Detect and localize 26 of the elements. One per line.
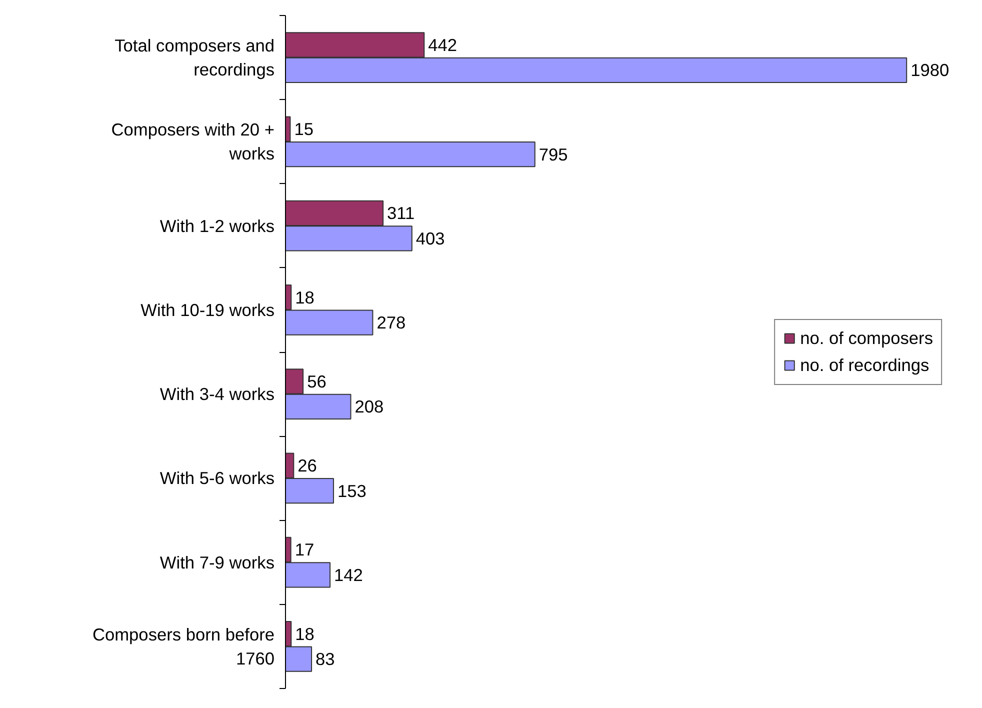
- data-label: 26: [298, 456, 317, 476]
- legend-label: no. of composers: [800, 328, 933, 348]
- data-label: 17: [294, 540, 314, 560]
- y-tick-label: Composers born before 1760: [92, 624, 275, 668]
- y-tick-label: With 3-4 works: [160, 384, 275, 404]
- y-tick-label: With 10-19 works: [140, 300, 275, 320]
- data-label: 142: [334, 564, 363, 585]
- data-label: 278: [376, 312, 406, 333]
- y-tick-label: With 5-6 works: [160, 468, 275, 488]
- data-label: 795: [538, 144, 568, 164]
- data-label: 208: [354, 396, 384, 417]
- data-label: 18: [295, 624, 314, 644]
- data-label: 153: [337, 480, 366, 501]
- y-tick-label: Total composers and recordings: [114, 36, 275, 80]
- y-tick-label: With 1-2 works: [160, 216, 275, 236]
- y-tick-label: Composers with 20 + works: [111, 120, 275, 164]
- data-label: 18: [295, 287, 314, 308]
- data-label: 56: [307, 371, 326, 392]
- data-label: 83: [316, 649, 335, 670]
- y-tick-label: With 7-9 works: [160, 552, 275, 572]
- data-label: 15: [294, 119, 314, 140]
- legend-label: no. of recordings: [800, 354, 930, 376]
- data-label: 311: [387, 203, 415, 224]
- data-label: 1980: [910, 60, 950, 80]
- data-label: 403: [416, 228, 445, 248]
- data-label: 442: [428, 34, 458, 55]
